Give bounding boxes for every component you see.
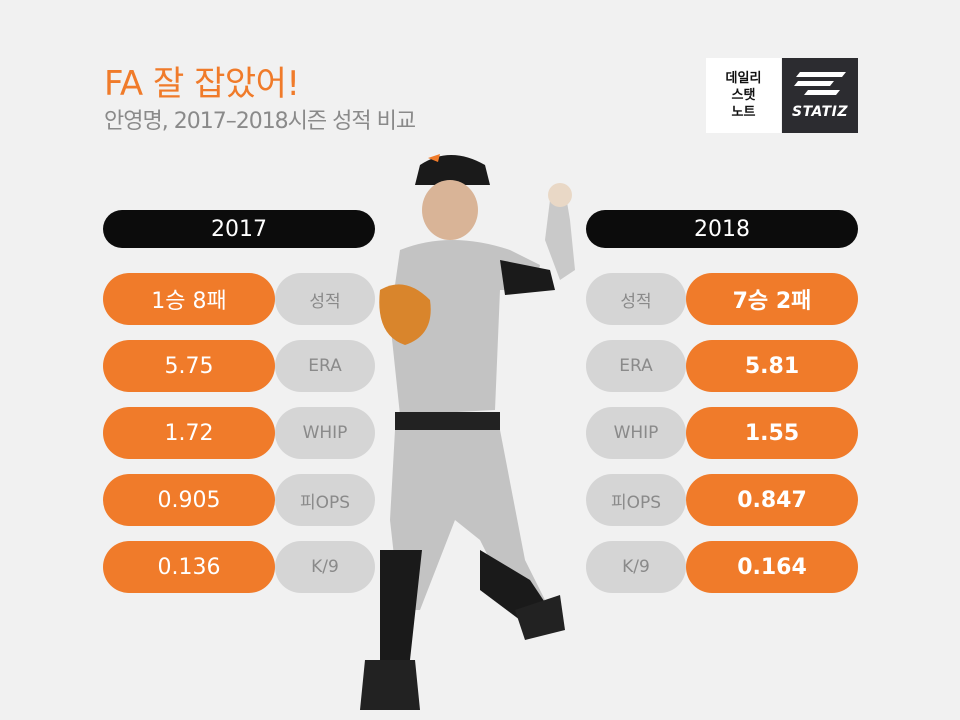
statiz-wordmark: STATIZ — [792, 104, 848, 120]
logo-line-2: 스탯 — [731, 88, 756, 103]
logo-line-3: 노트 — [731, 105, 756, 120]
right-k9-value: 0.164 — [686, 541, 858, 593]
right-era-value: 5.81 — [686, 340, 858, 392]
left-record-label: 성적 — [275, 273, 375, 325]
left-era-label: ERA — [275, 340, 375, 392]
left-record-value: 1승 8패 — [103, 273, 275, 325]
left-k9-value: 0.136 — [103, 541, 275, 593]
right-ops-value: 0.847 — [686, 474, 858, 526]
right-whip-value: 1.55 — [686, 407, 858, 459]
year-2018-header: 2018 — [586, 210, 858, 248]
right-record-value: 7승 2패 — [686, 273, 858, 325]
left-ops-value: 0.905 — [103, 474, 275, 526]
right-record-label: 성적 — [586, 273, 686, 325]
left-ops-label: 피OPS — [275, 474, 375, 526]
left-era-value: 5.75 — [103, 340, 275, 392]
left-whip-label: WHIP — [275, 407, 375, 459]
ball-hand — [548, 183, 572, 207]
daily-stat-note-logo: 데일리 스탯 노트 — [706, 58, 781, 133]
left-whip-value: 1.72 — [103, 407, 275, 459]
right-k9-label: K/9 — [586, 541, 686, 593]
right-era-label: ERA — [586, 340, 686, 392]
logo-line-1: 데일리 — [725, 71, 762, 86]
year-2017-header: 2017 — [103, 210, 375, 248]
right-ops-label: 피OPS — [586, 474, 686, 526]
pitcher-photo — [360, 154, 575, 710]
statiz-stripes-icon — [794, 72, 846, 95]
page-subtitle: 안영명, 2017–2018시즌 성적 비교 — [104, 109, 416, 134]
left-k9-label: K/9 — [275, 541, 375, 593]
page-title: FA 잘 잡았어! — [104, 64, 300, 104]
right-whip-label: WHIP — [586, 407, 686, 459]
statiz-logo: STATIZ — [782, 58, 858, 133]
